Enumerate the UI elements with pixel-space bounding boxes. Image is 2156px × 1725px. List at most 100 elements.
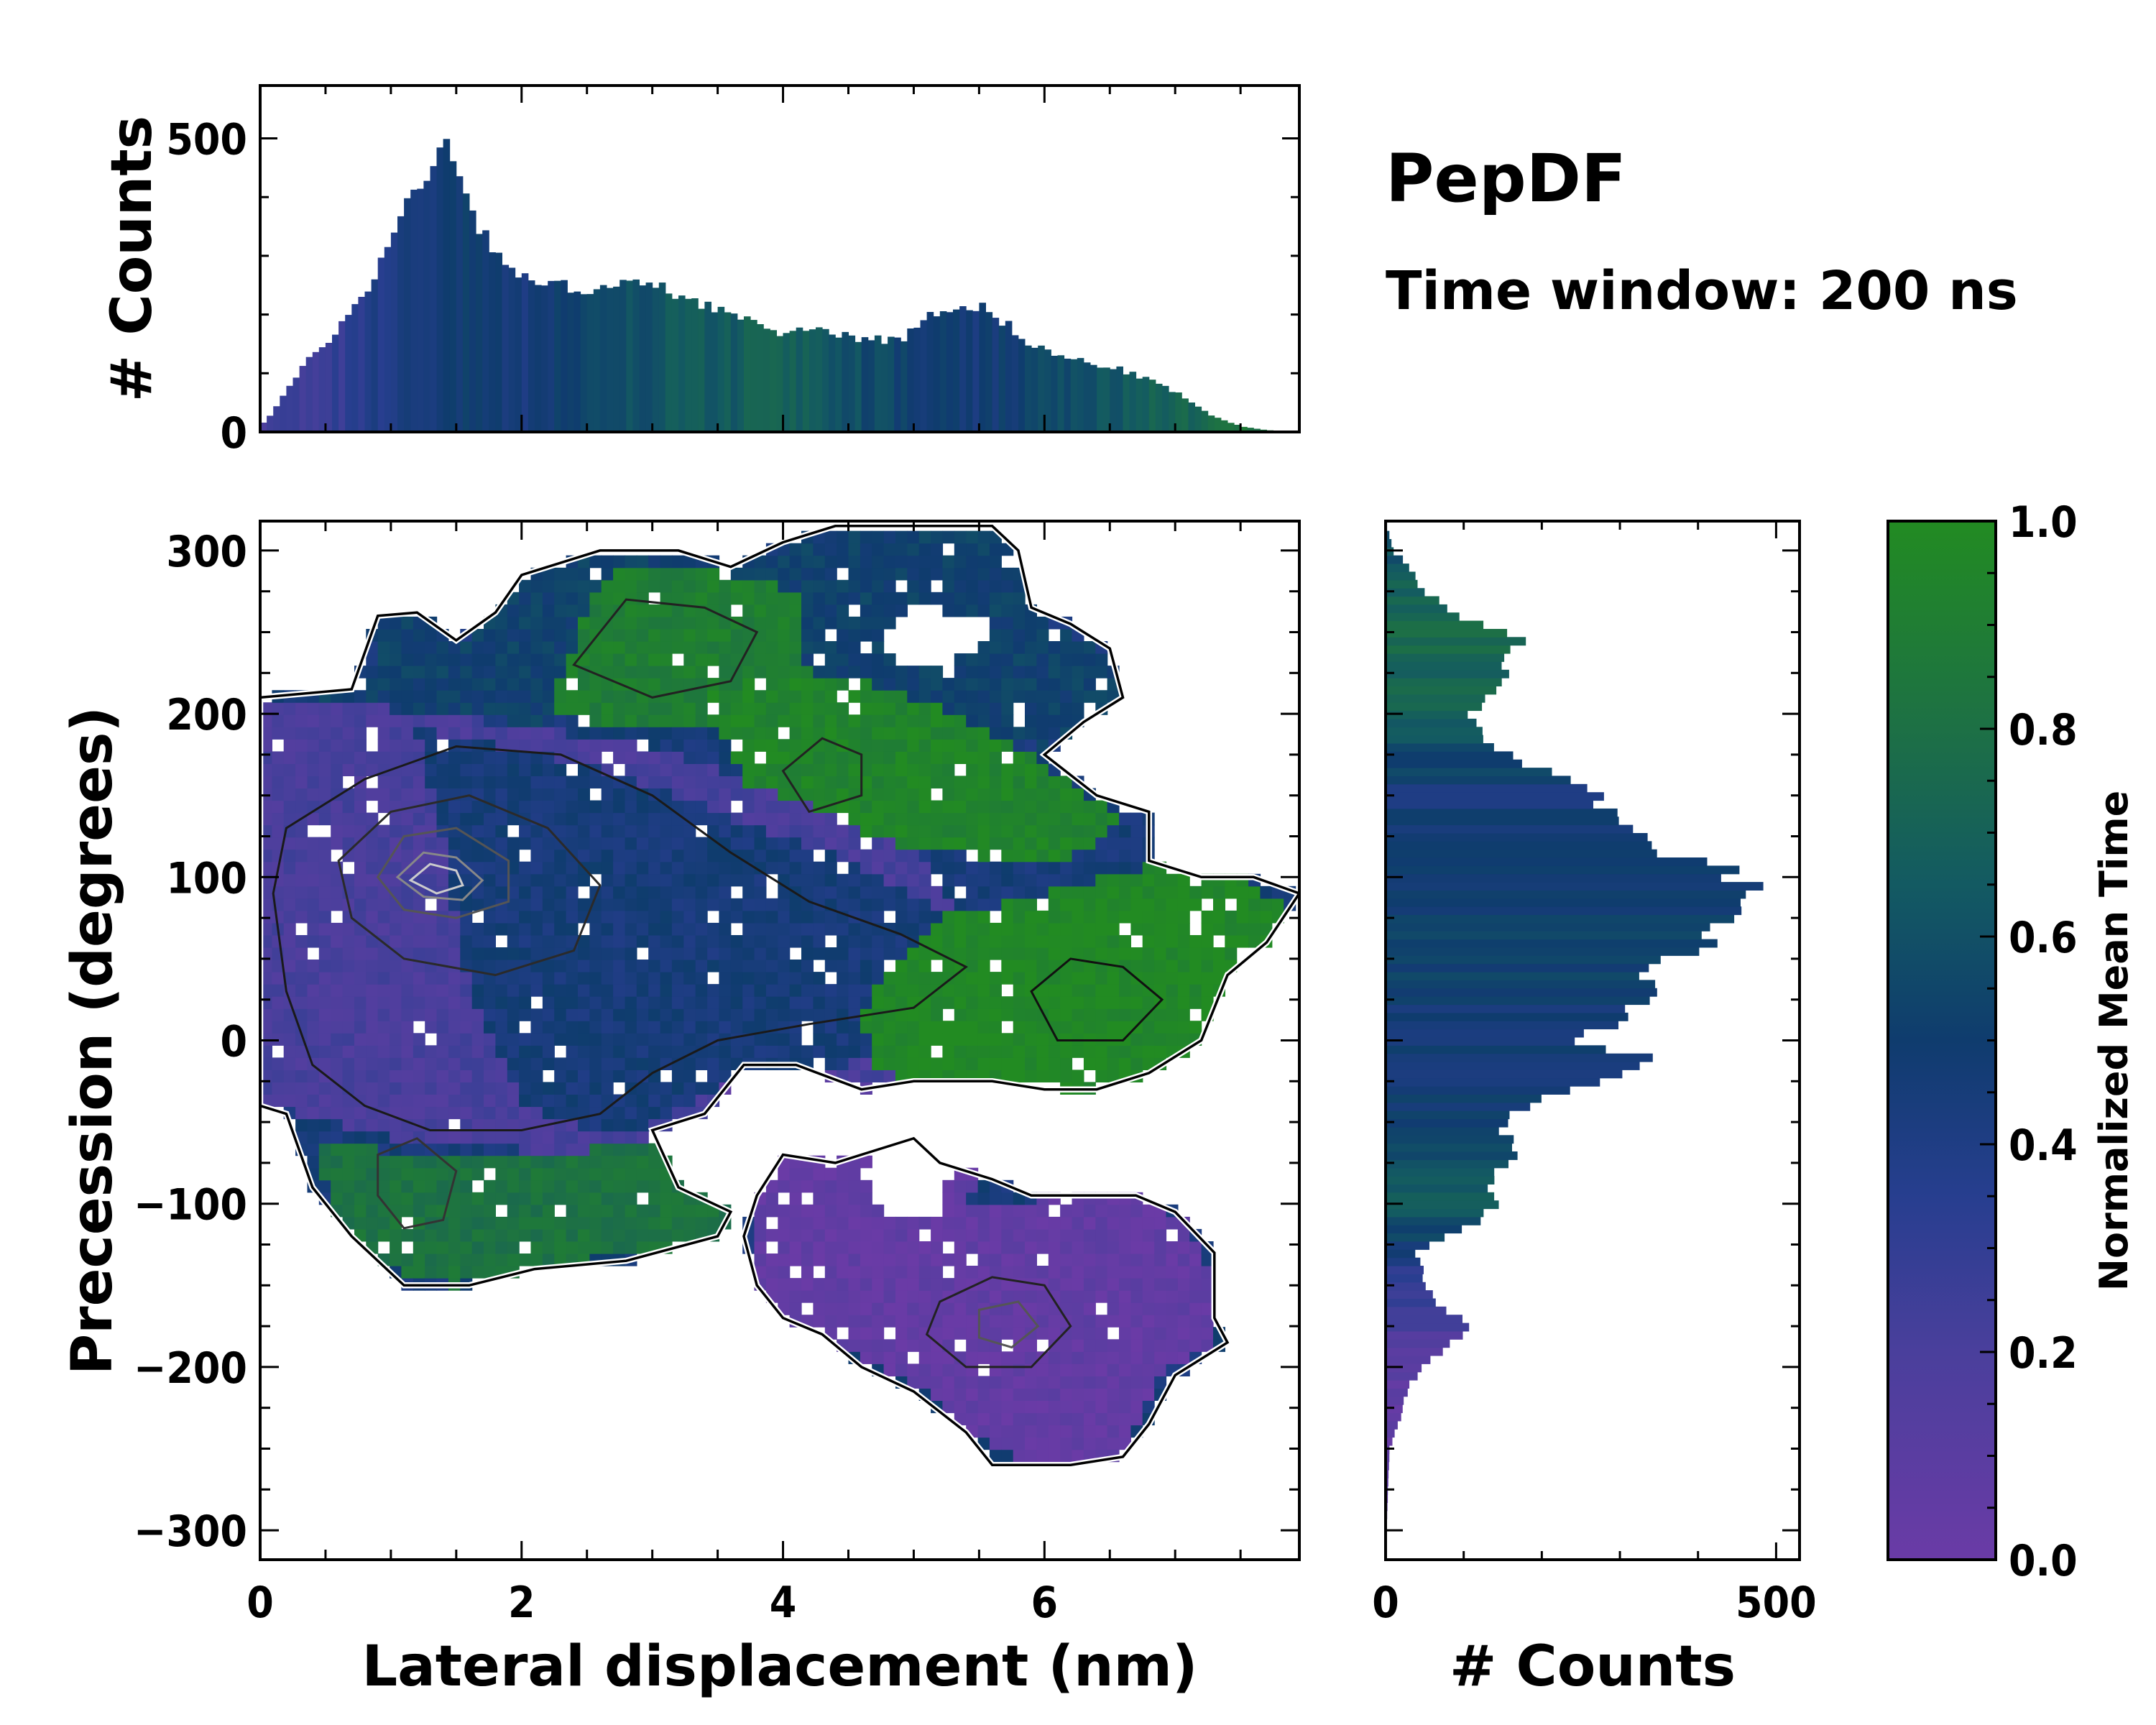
heatmap-cell	[837, 727, 849, 740]
heatmap-cell	[601, 1167, 614, 1181]
heatmap-cell	[719, 579, 732, 593]
heatmap-cell	[1001, 873, 1014, 887]
heatmap-cell	[331, 800, 344, 814]
heatmap-cell	[613, 1179, 626, 1193]
heatmap-cell	[377, 873, 390, 887]
heatmap-cell	[789, 1290, 802, 1303]
heatmap-cell	[907, 1033, 920, 1046]
heatmap-cell	[1154, 935, 1167, 948]
heatmap-cell	[977, 739, 990, 752]
top-histogram-bar	[671, 298, 679, 432]
heatmap-cell	[837, 849, 849, 862]
heatmap-cell	[813, 996, 826, 1009]
heatmap-cell	[1119, 1278, 1131, 1291]
heatmap-cell	[460, 984, 473, 997]
heatmap-cell	[318, 1045, 331, 1058]
heatmap-cell	[872, 776, 885, 788]
heatmap-cell	[918, 922, 931, 936]
heatmap-cell	[907, 1278, 920, 1291]
heatmap-cell	[1025, 972, 1037, 985]
heatmap-cell	[342, 1143, 355, 1156]
heatmap-cell	[895, 873, 908, 887]
heatmap-cell	[1013, 1192, 1026, 1205]
heatmap-cell	[413, 1228, 425, 1242]
heatmap-cell	[848, 727, 861, 740]
heatmap-cell	[471, 1057, 484, 1070]
heatmap-cell	[554, 567, 567, 581]
heatmap-cell	[295, 837, 308, 850]
main-xtick-label: 6	[1031, 1578, 1059, 1628]
heatmap-cell	[601, 1143, 614, 1156]
heatmap-cell	[954, 1254, 967, 1266]
heatmap-cell	[1119, 947, 1131, 960]
heatmap-cell	[1013, 1315, 1026, 1328]
heatmap-cell	[660, 629, 673, 642]
heatmap-cell	[742, 898, 755, 911]
heatmap-cell	[1119, 1216, 1131, 1230]
heatmap-cell	[918, 543, 931, 556]
heatmap-cell	[318, 861, 331, 875]
heatmap-cell	[495, 727, 508, 740]
heatmap-cell	[625, 616, 637, 630]
heatmap-cell	[413, 972, 425, 985]
heatmap-cell	[942, 530, 955, 544]
heatmap-cell	[883, 972, 896, 985]
heatmap-cell	[977, 935, 990, 948]
heatmap-cell	[824, 1241, 837, 1254]
heatmap-cell	[342, 1118, 355, 1132]
heatmap-cell	[954, 702, 967, 715]
heatmap-cell	[754, 567, 767, 581]
top-histogram-bar	[1240, 426, 1248, 432]
heatmap-cell	[1013, 641, 1026, 654]
heatmap-cell	[519, 1254, 532, 1266]
heatmap-cell	[613, 812, 626, 826]
heatmap-cell	[589, 739, 602, 752]
heatmap-cell	[331, 996, 344, 1009]
heatmap-cell	[1166, 886, 1179, 899]
heatmap-cell	[824, 604, 837, 617]
heatmap-cell	[436, 898, 449, 911]
heatmap-cell	[660, 960, 673, 972]
heatmap-cell	[883, 1045, 896, 1058]
heatmap-cell	[1095, 1425, 1108, 1438]
heatmap-cell	[977, 666, 990, 678]
heatmap-cell	[495, 616, 508, 630]
heatmap-cell	[824, 1290, 837, 1303]
heatmap-cell	[765, 763, 778, 776]
heatmap-cell	[507, 727, 520, 740]
heatmap-cell	[1013, 935, 1026, 948]
heatmap-cell	[966, 1192, 979, 1205]
heatmap-cell	[1201, 972, 1214, 985]
heatmap-cell	[401, 812, 414, 826]
right-histogram-bar	[1386, 972, 1639, 980]
heatmap-cell	[837, 579, 849, 593]
heatmap-cell	[1248, 898, 1261, 911]
heatmap-cell	[848, 922, 861, 936]
heatmap-cell	[648, 653, 661, 666]
heatmap-cell	[789, 714, 802, 727]
heatmap-cell	[283, 1082, 296, 1095]
heatmap-cell	[401, 641, 414, 654]
heatmap-cell	[589, 1131, 602, 1144]
heatmap-cell	[860, 1192, 872, 1205]
heatmap-cell	[837, 1045, 849, 1058]
heatmap-cell	[931, 800, 944, 814]
heatmap-cell	[1025, 1204, 1037, 1218]
heatmap-cell	[895, 567, 908, 581]
heatmap-cell	[977, 996, 990, 1009]
heatmap-cell	[1036, 873, 1049, 887]
heatmap-cell	[1001, 1033, 1014, 1046]
heatmap-cell	[848, 690, 861, 703]
heatmap-cell	[813, 1254, 826, 1266]
heatmap-cell	[295, 788, 308, 801]
heatmap-cell	[471, 653, 484, 666]
heatmap-cell	[1177, 1008, 1190, 1021]
heatmap-cell	[425, 1082, 438, 1095]
heatmap-cell	[601, 1192, 614, 1205]
heatmap-cell	[860, 1204, 872, 1218]
heatmap-cell	[837, 629, 849, 642]
heatmap-cell	[625, 629, 637, 642]
heatmap-cell	[648, 996, 661, 1009]
heatmap-cell	[507, 604, 520, 617]
heatmap-cell	[707, 567, 720, 581]
